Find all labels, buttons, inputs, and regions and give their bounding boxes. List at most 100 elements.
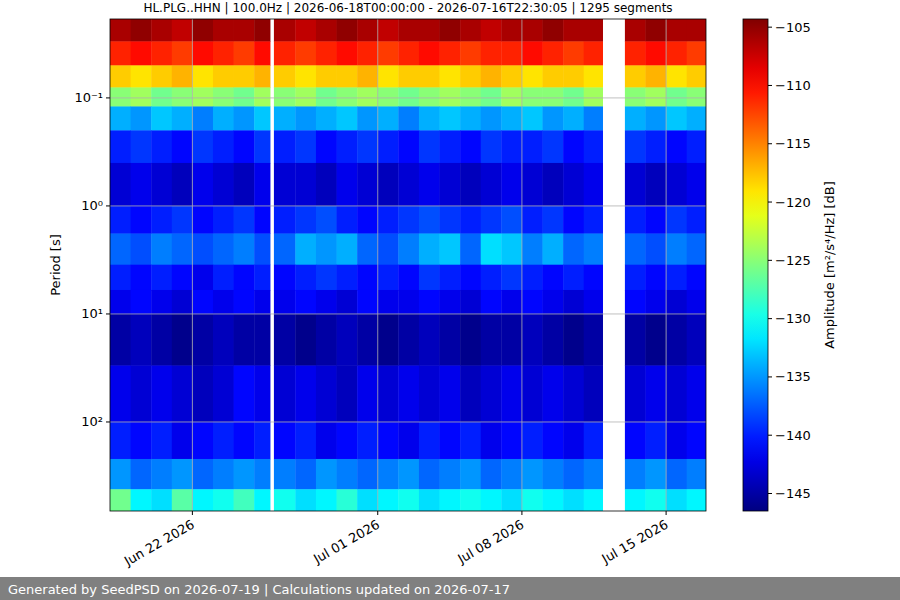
cell [398, 365, 419, 422]
cell [172, 314, 193, 366]
cell [254, 489, 270, 511]
cell [563, 265, 584, 291]
cell [172, 163, 193, 206]
cell [378, 65, 399, 87]
cell [151, 65, 172, 87]
cell [522, 365, 543, 422]
cell [440, 265, 461, 291]
cell [378, 265, 399, 291]
cell [584, 206, 603, 234]
tick-label: 10⁻¹ [74, 90, 103, 105]
cell [645, 234, 666, 266]
cell [543, 130, 564, 163]
cell [398, 65, 419, 87]
cell [254, 206, 270, 234]
cell [645, 19, 666, 42]
cell [378, 459, 399, 490]
cell [460, 365, 481, 422]
cell [481, 314, 502, 366]
cell [522, 19, 543, 42]
cell [172, 459, 193, 490]
cell [234, 65, 255, 87]
cell [172, 41, 193, 65]
cell [398, 290, 419, 314]
cell [316, 163, 337, 206]
cell [419, 422, 440, 459]
cell [440, 163, 461, 206]
cell [213, 489, 234, 511]
cell [522, 234, 543, 266]
cell [110, 106, 131, 130]
cell [131, 206, 152, 234]
cell [687, 290, 706, 314]
cell [357, 422, 378, 459]
cell [254, 65, 270, 87]
cell [316, 422, 337, 459]
tick-label: −125 [775, 253, 811, 268]
cell [213, 422, 234, 459]
cell [501, 422, 522, 459]
cell [645, 489, 666, 511]
cell [254, 163, 270, 206]
cell [295, 130, 316, 163]
cell [337, 206, 358, 234]
cell [274, 41, 296, 65]
cell [357, 489, 378, 511]
cell [234, 459, 255, 490]
cell [316, 65, 337, 87]
cell [234, 290, 255, 314]
cell [234, 365, 255, 422]
cell [563, 163, 584, 206]
cell [274, 65, 296, 87]
cell [398, 489, 419, 511]
cell [172, 489, 193, 511]
cell [687, 130, 706, 163]
cell [254, 19, 270, 42]
cell [192, 41, 213, 65]
cell [213, 365, 234, 422]
cell [584, 106, 603, 130]
cell [440, 489, 461, 511]
cell [110, 422, 131, 459]
cell [625, 234, 646, 266]
cell [172, 65, 193, 87]
cell [131, 290, 152, 314]
cell [501, 459, 522, 490]
cell [625, 19, 646, 42]
cell [295, 163, 316, 206]
cell [131, 106, 152, 130]
cell [522, 41, 543, 65]
cell [625, 65, 646, 87]
cell [378, 130, 399, 163]
cell [687, 87, 706, 106]
tick [106, 205, 110, 206]
cell [357, 314, 378, 366]
cell [460, 163, 481, 206]
tick-label: −115 [775, 136, 811, 151]
cell [234, 19, 255, 42]
cell [481, 19, 502, 42]
tick-label: −110 [775, 78, 811, 93]
cell [460, 87, 481, 106]
cell [131, 489, 152, 511]
cell [481, 87, 502, 106]
cell [522, 106, 543, 130]
cell [254, 265, 270, 291]
cell [687, 365, 706, 422]
cell [563, 234, 584, 266]
grid-line [377, 19, 378, 511]
cell [419, 130, 440, 163]
cell [543, 65, 564, 87]
cell [110, 459, 131, 490]
cell [584, 163, 603, 206]
cell [543, 265, 564, 291]
cell [274, 422, 296, 459]
cell [563, 290, 584, 314]
cell [378, 422, 399, 459]
cell [625, 489, 646, 511]
cell [501, 130, 522, 163]
cell [192, 87, 213, 106]
cell [398, 265, 419, 291]
cell [460, 130, 481, 163]
cell [666, 41, 687, 65]
